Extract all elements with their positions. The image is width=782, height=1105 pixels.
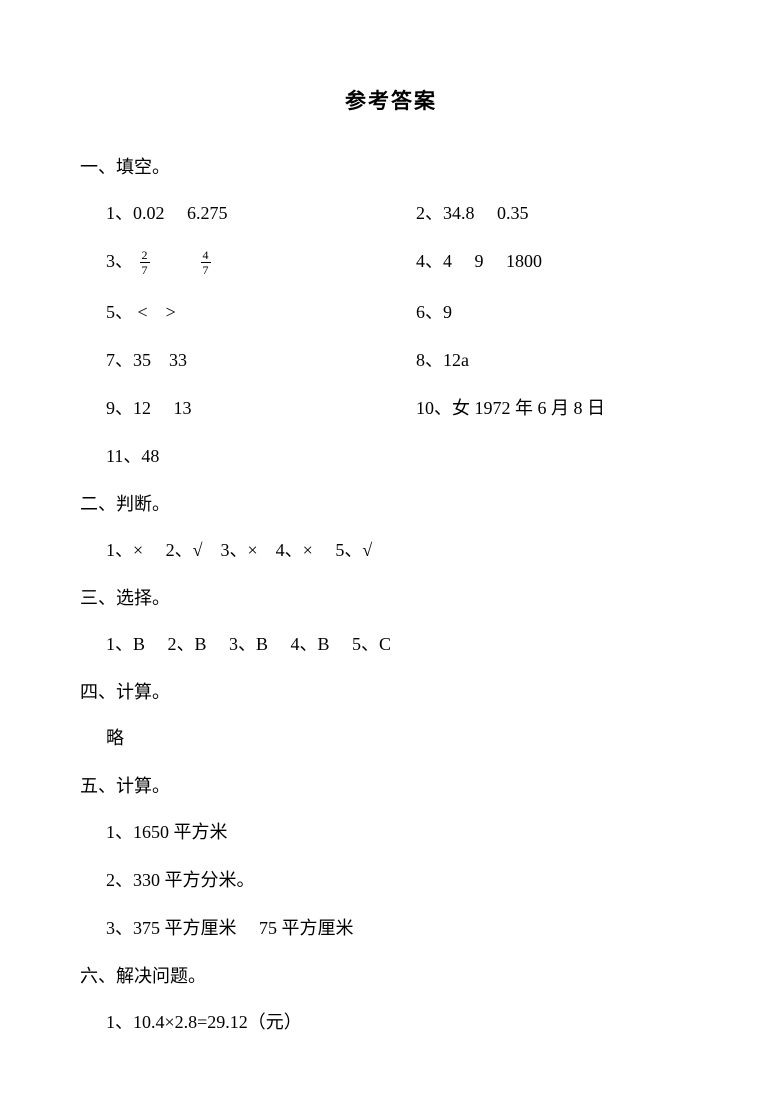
answer-cell-right: 6、9: [416, 298, 702, 324]
section-1-heading: 一、填空。: [80, 153, 702, 179]
fraction-denominator: 7: [201, 263, 211, 276]
section-3-heading: 三、选择。: [80, 584, 702, 610]
fraction: 2 7: [140, 249, 150, 276]
answer-line: 1、10.4×2.8=29.12（元）: [106, 1008, 702, 1034]
item-number: 7、: [106, 350, 133, 370]
item-values: 12 13: [133, 398, 192, 418]
fraction-numerator: 2: [140, 249, 150, 263]
item-number: 1、: [106, 203, 133, 223]
answer-cell-right: 8、12a: [416, 346, 702, 372]
answer-line: 2、330 平方分米。: [106, 866, 702, 892]
page-title: 参考答案: [80, 85, 702, 115]
answer-row: 5、 < > 6、9: [106, 298, 702, 324]
answer-row: 9、12 13 10、女 1972 年 6 月 8 日: [106, 394, 702, 420]
answer-cell-left: 1、0.02 6.275: [106, 199, 416, 225]
item-number: 3、: [106, 251, 133, 271]
item-number: 6、: [416, 302, 443, 322]
section-5-heading: 五、计算。: [80, 772, 702, 798]
answer-cell-right: 2、34.8 0.35: [416, 199, 702, 225]
section-2-heading: 二、判断。: [80, 490, 702, 516]
answer-line: 1、1650 平方米: [106, 818, 702, 844]
item-values: 35 33: [133, 350, 187, 370]
item-number: 4、: [416, 251, 443, 271]
item-values: 12a: [443, 350, 469, 370]
item-number: 10、: [416, 398, 452, 418]
page-container: 参考答案 一、填空。 1、0.02 6.275 2、34.8 0.35 3、 2…: [0, 0, 782, 1034]
answer-row: 3、 2 7 4 7 4、4 9 1800: [106, 247, 702, 276]
item-number: 8、: [416, 350, 443, 370]
answer-cell-left: 7、35 33: [106, 346, 416, 372]
item-values: 0.02 6.275: [133, 203, 228, 223]
item-values: 34.8 0.35: [443, 203, 529, 223]
item-values: 女 1972 年 6 月 8 日: [452, 398, 605, 418]
fraction-denominator: 7: [140, 263, 150, 276]
answer-row: 1、0.02 6.275 2、34.8 0.35: [106, 199, 702, 225]
answer-row: 11、48: [106, 442, 702, 468]
answer-cell-left: 3、 2 7 4 7: [106, 247, 416, 276]
fraction-numerator: 4: [201, 249, 211, 263]
item-values: 9: [443, 302, 452, 322]
answer-line: 1、× 2、√ 3、× 4、× 5、√: [106, 536, 702, 562]
answer-row: 7、35 33 8、12a: [106, 346, 702, 372]
answer-cell-right: 4、4 9 1800: [416, 247, 702, 276]
answer-cell-left: 5、 < >: [106, 298, 416, 324]
answer-cell-left: 9、12 13: [106, 394, 416, 420]
answer-line: 1、B 2、B 3、B 4、B 5、C: [106, 630, 702, 656]
answer-cell-left: 11、48: [106, 442, 416, 468]
answer-line: 略: [106, 724, 702, 750]
section-6-heading: 六、解决问题。: [80, 962, 702, 988]
section-4-heading: 四、计算。: [80, 678, 702, 704]
item-number: 2、: [416, 203, 443, 223]
item-values: 48: [141, 446, 159, 466]
answer-cell-right: 10、女 1972 年 6 月 8 日: [416, 394, 702, 420]
item-values: < >: [133, 302, 176, 322]
fraction: 4 7: [201, 249, 211, 276]
answer-line: 3、375 平方厘米 75 平方厘米: [106, 914, 702, 940]
item-number: 11、: [106, 446, 141, 466]
item-number: 9、: [106, 398, 133, 418]
item-number: 5、: [106, 302, 133, 322]
item-values: 4 9 1800: [443, 251, 542, 271]
